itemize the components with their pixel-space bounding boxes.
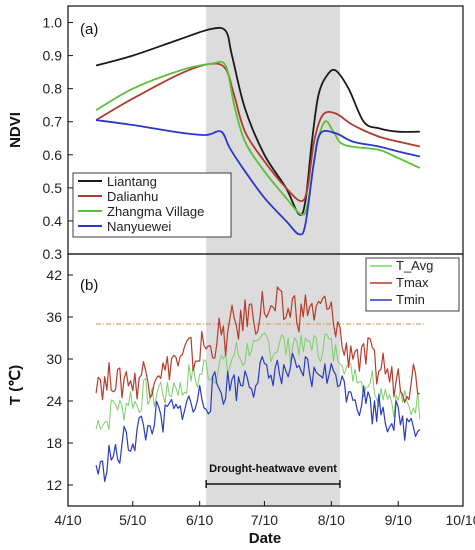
y-tick-label-b: 36 (46, 309, 62, 325)
series-line-liantang (95, 26, 420, 216)
y-tick-label-a: 1.0 (43, 15, 63, 31)
x-tick-label: 10/10 (445, 512, 475, 528)
y-tick-label-b: 24 (46, 393, 62, 409)
event-bracket: Drought-heatwave event (205, 463, 341, 488)
y-tick-label-a: 0.6 (43, 147, 63, 163)
panel-b-label: (b) (80, 277, 98, 294)
x-tick-label: 9/10 (385, 512, 412, 528)
panel-a-y-axis: 0.3 0.4 0.5 0.6 0.7 0.8 0.9 1.0 (43, 15, 73, 262)
y-tick-label-a: 0.8 (43, 81, 63, 97)
y-tick-label-b: 18 (46, 435, 62, 451)
legend-label-t-avg: T_Avg (396, 258, 433, 273)
x-tick-label: 4/10 (54, 512, 81, 528)
y-tick-label-b: 12 (46, 477, 62, 493)
panel-b-frame (67, 253, 464, 507)
x-tick-label: 8/10 (318, 512, 345, 528)
y-tick-label-a: 0.4 (43, 213, 63, 229)
panel-a-legend: Liantang Dalianhu Zhangma Village Nanyue… (72, 172, 232, 238)
x-tick-label: 7/10 (251, 512, 278, 528)
series-line-tmin (95, 352, 421, 483)
x-tick-label: 6/10 (186, 512, 213, 528)
panel-a-series (95, 26, 421, 236)
panel-a-label: (a) (80, 21, 98, 38)
x-tick-label: 5/10 (119, 512, 146, 528)
series-line-zhangma-village (95, 60, 421, 216)
panel-b-series (95, 286, 421, 483)
series-line-tmax (95, 286, 421, 403)
series-line-t-avg (95, 332, 421, 430)
series-line-nanyuewei (95, 119, 421, 236)
y-tick-label-b: 30 (46, 351, 62, 367)
legend-label-liantang: Liantang (107, 174, 157, 189)
panel-b-y-axis: 12 18 24 30 36 42 (46, 267, 73, 493)
legend-label-dalianhu: Dalianhu (107, 189, 158, 204)
shaded-period (206, 6, 340, 506)
legend-label-tmax: Tmax (396, 275, 429, 290)
panel-b-legend: T_Avg Tmax Tmin (365, 257, 460, 312)
y-tick-label-a: 0.3 (43, 246, 63, 262)
event-label: Drought-heatwave event (209, 463, 337, 475)
x-axis: 4/10 5/10 6/10 7/10 8/10 9/10 10/10 (54, 501, 475, 528)
panel-a-y-axis-title: NDVI (7, 112, 24, 148)
y-tick-label-a: 0.5 (43, 180, 63, 196)
x-axis-title: Date (249, 530, 282, 547)
legend-label-zhangma-village: Zhangma Village (107, 204, 204, 219)
y-tick-label-a: 0.7 (43, 114, 63, 130)
panel-b-y-axis-title: T (℃) (7, 365, 24, 405)
legend-label-tmin: Tmin (396, 292, 425, 307)
y-tick-label-b: 42 (46, 267, 62, 283)
legend-label-nanyuewei: Nanyuewei (107, 219, 171, 234)
y-tick-label-a: 0.9 (43, 48, 63, 64)
